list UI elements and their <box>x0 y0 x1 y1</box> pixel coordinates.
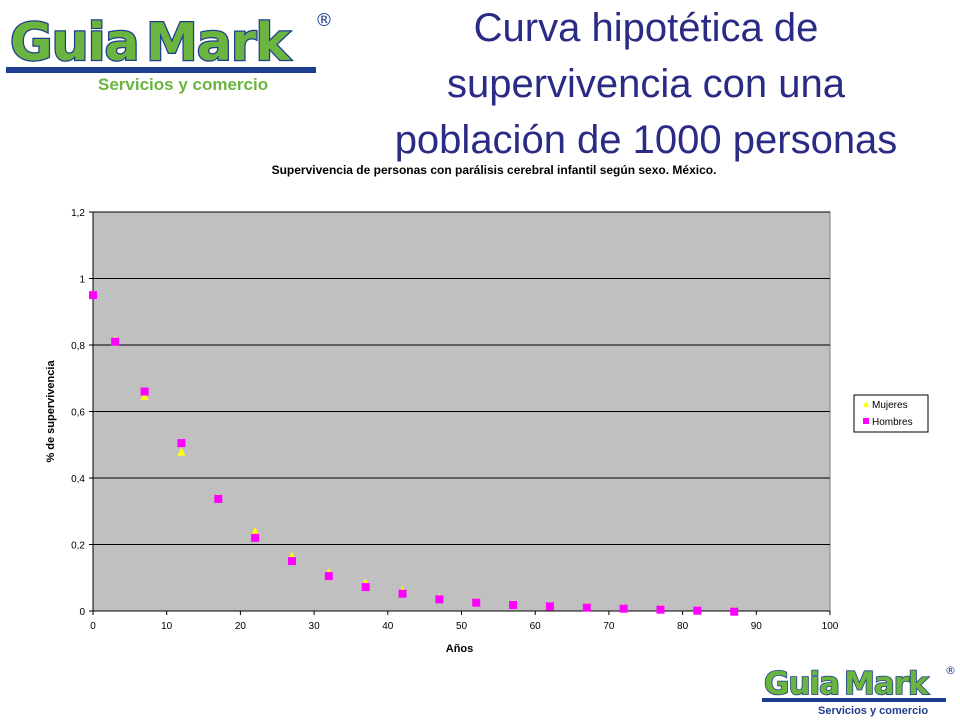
hombres-point <box>693 606 702 615</box>
y-tick-label: 1 <box>79 275 85 286</box>
x-tick-label: 10 <box>161 621 173 632</box>
hombres-point <box>177 439 186 448</box>
mujeres-point <box>251 526 260 535</box>
hombres-point <box>582 603 591 612</box>
logo-tagline: Servicios y comercio <box>98 75 268 94</box>
footer-logo-brand-suffix: Mark <box>844 666 930 702</box>
x-tick-label: 90 <box>751 621 763 632</box>
hombres-point <box>472 598 481 607</box>
slide-title-line-2: supervivencia con una <box>446 62 846 106</box>
y-tick-label: 0 <box>79 607 85 618</box>
hombres-point <box>435 595 444 604</box>
hombres-point <box>251 533 260 542</box>
hombres-point <box>398 589 407 598</box>
hombres-point <box>324 572 333 581</box>
x-tick-label: 70 <box>603 621 615 632</box>
footer-logo-brand-prefix: Guia <box>764 666 839 702</box>
footer-logo-registered-mark: ® <box>945 664 956 677</box>
y-axis-label: % de supervivencia <box>45 360 57 463</box>
y-tick-label: 0,4 <box>71 474 85 485</box>
x-tick-label: 80 <box>677 621 689 632</box>
y-tick-label: 1,2 <box>71 208 85 219</box>
footer-logo-underline <box>762 698 946 702</box>
footer-logo-tagline: Servicios y comercio <box>818 705 928 717</box>
legend <box>853 394 929 433</box>
slide-title-line-1: Curva hipotética de <box>473 6 819 50</box>
logo-underline <box>6 67 316 73</box>
hombres-point <box>287 557 296 566</box>
legend-label-hombres: Hombres <box>872 417 913 428</box>
x-tick-label: 0 <box>90 621 96 632</box>
x-tick-label: 20 <box>235 621 247 632</box>
hombres-point <box>509 601 518 610</box>
legend-marker-mujeres <box>863 401 869 407</box>
hombres-point <box>214 494 223 503</box>
guiamark-logo-footer: Guia Mark ® Servicios y comercio <box>762 660 958 718</box>
y-tick-label: 0,8 <box>71 341 85 352</box>
hombres-point <box>730 607 739 616</box>
mujeres-point <box>140 392 149 401</box>
y-tick-label: 0,2 <box>71 541 85 552</box>
slide-title-line-3: población de 1000 personas <box>394 118 898 162</box>
chart-title: Supervivencia de personas con parálisis … <box>271 163 717 177</box>
x-tick-label: 30 <box>309 621 321 632</box>
hombres-point <box>619 604 628 613</box>
x-tick-label: 100 <box>822 621 839 632</box>
hombres-point <box>140 387 149 396</box>
x-tick-label: 40 <box>382 621 394 632</box>
slide-title: Curva hipotética de supervivencia con un… <box>340 0 952 168</box>
hombres-point <box>361 583 370 592</box>
x-tick-label: 60 <box>530 621 542 632</box>
hombres-point <box>545 602 554 611</box>
legend-label-mujeres: Mujeres <box>872 400 908 411</box>
x-tick-label: 50 <box>456 621 468 632</box>
hombres-point <box>111 337 120 346</box>
x-axis-label: Años <box>446 643 474 655</box>
hombres-point <box>89 291 97 300</box>
logo-brand-prefix: Guia <box>10 13 139 73</box>
guiamark-logo: Guia Mark ® Servicios y comercio <box>6 4 336 96</box>
y-tick-label: 0,6 <box>71 408 85 419</box>
legend-marker-hombres <box>863 418 869 424</box>
hombres-point <box>656 605 665 614</box>
logo-registered-mark: ® <box>315 10 333 31</box>
mujeres-point <box>177 447 186 456</box>
logo-brand-suffix: Mark <box>146 13 291 73</box>
